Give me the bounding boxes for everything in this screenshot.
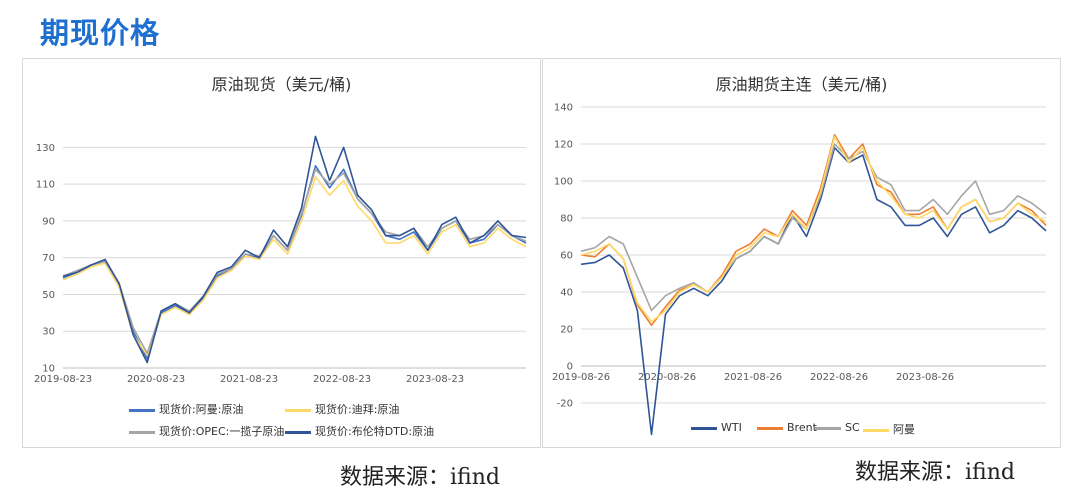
x-tick-label: 2019-08-26: [552, 372, 610, 383]
series-line-3: [580, 135, 1047, 323]
spot-chart-svg: 10 30 50 70 90 110 130 2019-08-23 2020-08-23 2021…: [34, 135, 527, 385]
x-tick-label: 2022-08-23: [313, 374, 371, 385]
x-tick-label: 2023-08-26: [896, 372, 954, 383]
legend-item: 现货价:阿曼:原油: [129, 401, 243, 417]
y-tick-label: 70: [42, 253, 55, 264]
y-tick-label: 60: [560, 251, 573, 262]
legend-swatch: [815, 426, 841, 430]
legend-label: 现货价:OPEC:一揽子原油: [159, 425, 285, 438]
source-note-left: 数据来源：ifind: [340, 465, 500, 490]
y-tick-label: 120: [554, 140, 573, 151]
y-tick-label: 100: [554, 177, 573, 188]
legend-label: 现货价:迪拜:原油: [315, 403, 400, 416]
y-tick-label: 40: [560, 288, 573, 299]
x-tick-label: 2022-08-26: [810, 372, 868, 383]
spot-chart-title: 原油现货（美元/桶): [211, 75, 352, 94]
series-line-1: [62, 176, 527, 356]
legend-swatch: [285, 408, 311, 412]
page-title: 期现价格: [40, 16, 161, 50]
y-tick-label: 50: [42, 290, 55, 301]
x-tick-label: 2021-08-23: [220, 374, 278, 385]
x-tick-label: 2019-08-23: [34, 374, 92, 385]
x-tick-label: 2020-08-26: [638, 372, 696, 383]
y-tick-label: 20: [560, 325, 573, 336]
legend-swatch: [129, 430, 155, 434]
y-tick-label: 90: [42, 216, 55, 227]
legend-swatch: [757, 426, 783, 430]
legend-swatch: [863, 428, 889, 432]
y-tick-label: 0: [567, 362, 573, 373]
futures-chart-svg: -20 0 20 40 60 80 100 120 140 2019-08-26 2020-08-2…: [552, 103, 1047, 436]
legend-label: WTI: [721, 421, 742, 434]
source-note-right: 数据来源：ifind: [855, 460, 1015, 485]
legend-swatch: [129, 408, 155, 412]
legend-label: 阿曼: [893, 423, 915, 436]
x-tick-label: 2020-08-23: [127, 374, 185, 385]
legend-label: SC: [845, 421, 860, 434]
y-tick-label: 10: [42, 364, 55, 375]
series-line-3: [62, 135, 527, 364]
futures-chart-title: 原油期货主连（美元/桶): [715, 75, 888, 94]
legend-item: 现货价:布伦特DTD:原油: [285, 423, 434, 439]
x-tick-label: 2023-08-23: [406, 374, 464, 385]
y-tick-label: 130: [36, 143, 55, 154]
legend-item: SC: [815, 421, 860, 434]
spot-chart-frame: 原油现货（美元/桶) 10 30 50 70 90 110 130 2019-08-23 202…: [22, 58, 541, 448]
series-line-0: [580, 146, 1047, 436]
y-tick-label: 30: [42, 327, 55, 338]
legend-item: Brent: [757, 421, 817, 434]
legend-item: 现货价:OPEC:一揽子原油: [129, 423, 284, 439]
legend-item: 现货价:迪拜:原油: [285, 401, 399, 417]
y-tick-label: 140: [554, 103, 573, 114]
series-line-2: [62, 168, 527, 355]
legend-label: 现货价:阿曼:原油: [159, 403, 244, 416]
legend-label: Brent: [787, 421, 817, 434]
legend-item: WTI: [691, 421, 742, 434]
legend-swatch: [691, 426, 717, 430]
legend-swatch: [285, 430, 311, 434]
y-tick-label: -20: [557, 399, 573, 410]
legend-label: 现货价:布伦特DTD:原油: [315, 425, 435, 438]
legend-item: 阿曼: [863, 421, 915, 437]
y-tick-label: 80: [560, 214, 573, 225]
y-tick-label: 110: [36, 180, 55, 191]
spot-chart-legend: 现货价:阿曼:原油 现货价:迪拜:原油现货价:OPEC:一揽子原油 现货价:布伦特D…: [23, 59, 540, 447]
x-tick-label: 2021-08-26: [724, 372, 782, 383]
futures-chart-frame: 原油期货主连（美元/桶) -20 0 20 40 60 80 100 120 140 2019-0…: [542, 58, 1061, 448]
futures-chart-legend: WTI Brent SC 阿曼: [543, 59, 1060, 447]
